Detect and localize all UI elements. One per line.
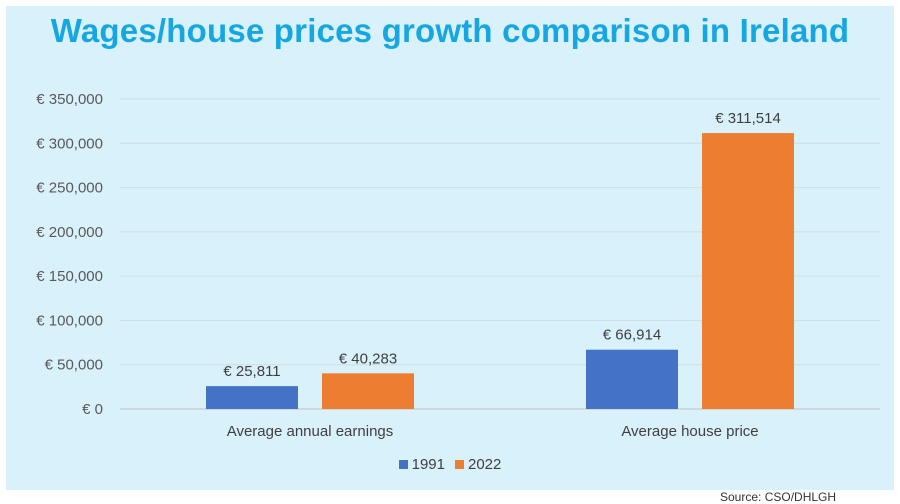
legend-label-2022: 2022: [468, 456, 502, 473]
legend-swatch-2022: [455, 460, 464, 469]
bar-1991-1: [586, 349, 678, 409]
bar-1991-0: [206, 386, 298, 409]
legend-label-1991: 1991: [411, 456, 445, 473]
legend: 1991 2022: [0, 456, 900, 473]
y-tick-label-3: € 150,000: [36, 268, 103, 285]
data-label-2022-1: € 311,514: [715, 110, 781, 127]
y-tick-label-2: € 100,000: [36, 312, 103, 329]
legend-item-2022: 2022: [455, 456, 501, 473]
y-tick-label-5: € 250,000: [36, 180, 103, 197]
y-tick-label-7: € 350,000: [36, 91, 103, 108]
bar-2022-0: [322, 373, 414, 409]
y-tick-label-0: € 0: [82, 401, 103, 418]
data-label-1991-1: € 66,914: [603, 327, 661, 344]
y-tick-label-6: € 300,000: [36, 135, 103, 152]
source-note: Source: CSO/DHLGH: [720, 490, 837, 504]
data-label-2022-0: € 40,283: [339, 350, 397, 367]
legend-swatch-1991: [398, 460, 408, 469]
x-category-label-1: Average house price: [621, 423, 758, 440]
y-tick-label-4: € 200,000: [36, 224, 103, 241]
data-label-1991-0: € 25,811: [223, 363, 280, 380]
chart-title: Wages/house prices growth comparison in …: [50, 12, 850, 49]
x-category-label-0: Average annual earnings: [227, 423, 394, 440]
y-tick-label-1: € 50,000: [45, 357, 103, 374]
bar-2022-1: [702, 133, 794, 410]
legend-item-1991: 1991: [398, 456, 445, 473]
